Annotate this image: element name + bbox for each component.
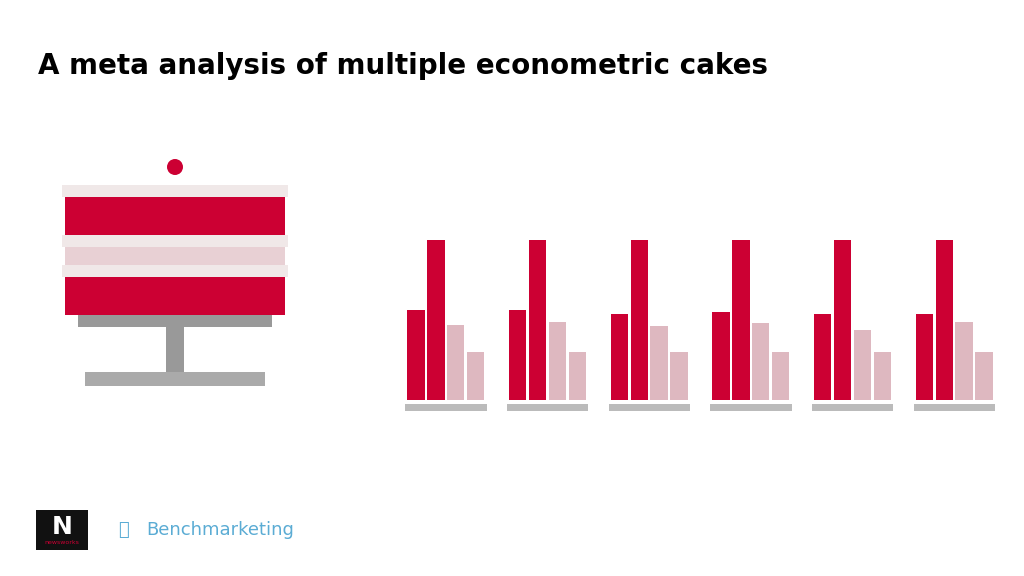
Text: Benchmarketing: Benchmarketing	[146, 521, 294, 539]
Bar	[975, 352, 992, 400]
Bar	[408, 310, 425, 400]
Bar	[447, 325, 465, 400]
Bar	[772, 352, 790, 400]
Bar	[915, 313, 933, 400]
Bar	[549, 321, 566, 400]
Bar	[834, 240, 851, 400]
Bar	[36, 510, 88, 550]
Bar	[62, 185, 288, 197]
Bar	[732, 240, 750, 400]
Bar	[85, 372, 265, 386]
Text: 示: 示	[118, 521, 129, 539]
Bar	[812, 404, 893, 411]
Bar	[65, 197, 285, 235]
Bar	[631, 240, 648, 400]
Bar	[713, 312, 730, 400]
Bar	[509, 310, 526, 400]
Text: newsworks: newsworks	[45, 540, 80, 545]
Bar	[427, 240, 444, 400]
Text: A meta analysis of multiple econometric cakes: A meta analysis of multiple econometric …	[38, 52, 768, 80]
Bar	[529, 240, 546, 400]
Bar	[166, 327, 184, 372]
Bar	[671, 352, 687, 400]
Bar	[854, 329, 871, 400]
Bar	[752, 323, 769, 400]
Bar	[608, 404, 690, 411]
Bar	[568, 352, 586, 400]
Bar	[467, 352, 484, 400]
Bar	[650, 327, 668, 400]
Bar	[507, 404, 588, 411]
Bar	[711, 404, 792, 411]
Bar	[65, 247, 285, 265]
Bar	[873, 352, 891, 400]
Bar	[814, 313, 831, 400]
Bar	[406, 404, 486, 411]
Bar	[955, 321, 973, 400]
Text: N: N	[51, 515, 73, 539]
Bar	[62, 235, 288, 247]
Bar	[78, 315, 271, 327]
Bar	[610, 313, 628, 400]
Circle shape	[167, 159, 183, 175]
Bar	[62, 265, 288, 277]
Bar	[913, 404, 995, 411]
Bar	[936, 240, 953, 400]
Bar	[65, 277, 285, 315]
